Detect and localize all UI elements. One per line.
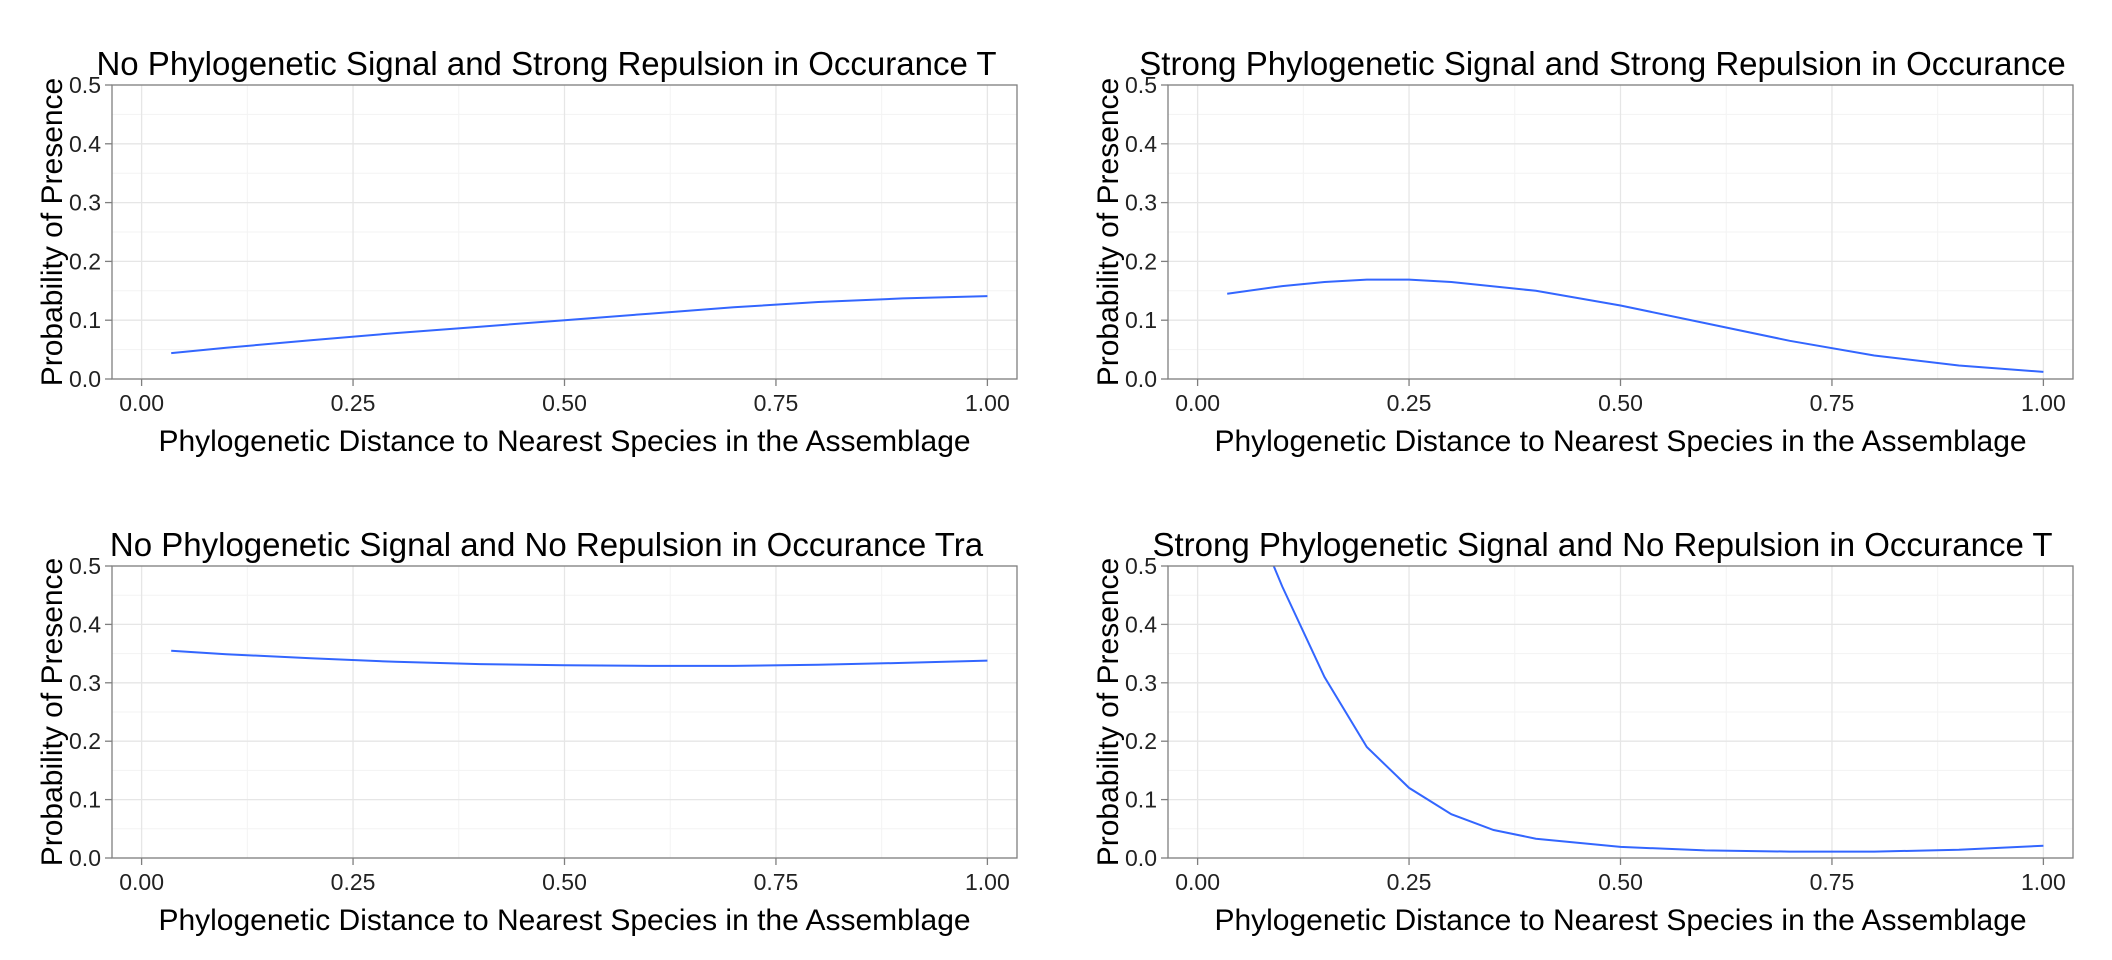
x-tick-label: 0.75: [754, 390, 799, 416]
y-tick-label: 0.3: [69, 670, 101, 696]
series-line-1: [1272, 566, 2044, 853]
x-tick-label: 0.75: [1810, 869, 1855, 895]
y-tick-label: 0.2: [1125, 728, 1157, 754]
x-tick-label: 0.25: [331, 869, 376, 895]
y-tick-label: 0.3: [1125, 190, 1157, 216]
series-line-1: [1227, 278, 2044, 373]
x-tick-label: 0.25: [331, 390, 376, 416]
y-tick-label: 0.0: [1125, 366, 1157, 392]
x-tick-label: 0.00: [1175, 390, 1220, 416]
y-axis-label: Probability of Presence: [36, 558, 69, 867]
y-tick-label: 0.4: [69, 131, 101, 157]
chart-panel-4: 0.00 0.25 0.50 0.75 1.00 0.0 0.1 0.2 0.3 0.4 0.5 Ph…: [1092, 526, 2074, 937]
y-tick-label: 0.0: [1125, 845, 1157, 871]
y-tick-label: 0.5: [1125, 553, 1157, 579]
x-tick-label: 0.75: [754, 869, 799, 895]
chart-title: Strong Phylogenetic Signal and Strong Re…: [1139, 45, 2065, 82]
series-line-1: [171, 295, 988, 355]
y-tick-label: 0.1: [1125, 787, 1157, 813]
y-tick-label: 0.5: [1125, 72, 1157, 98]
y-tick-label: 0.2: [69, 248, 101, 274]
x-axis-label: Phylogenetic Distance to Nearest Species…: [158, 425, 970, 458]
x-axis-label: Phylogenetic Distance to Nearest Species…: [158, 904, 970, 937]
x-tick-label: 0.25: [1387, 390, 1432, 416]
y-tick-label: 0.5: [69, 553, 101, 579]
x-tick-label: 0.00: [119, 390, 164, 416]
y-tick-label: 0.0: [69, 366, 101, 392]
chart-title: Strong Phylogenetic Signal and No Repuls…: [1152, 526, 2052, 563]
y-tick-label: 0.3: [69, 190, 101, 216]
chart-panel-2: 0.00 0.25 0.50 0.75 1.00 0.0 0.1 0.2 0.3 0.4 0.5 Ph…: [1092, 45, 2074, 458]
y-tick-label: 0.2: [1125, 248, 1157, 274]
chart-title: No Phylogenetic Signal and No Repulsion …: [110, 526, 984, 563]
x-tick-label: 0.75: [1810, 390, 1855, 416]
chart-panel-1: 0.00 0.25 0.50 0.75 1.00 0.0 0.1 0.2 0.3 0.4 0.5 Ph…: [36, 45, 1018, 458]
x-tick-label: 1.00: [2021, 869, 2066, 895]
x-tick-label: 0.00: [1175, 869, 1220, 895]
x-tick-label: 0.50: [1598, 869, 1643, 895]
y-axis-label: Probability of Presence: [36, 78, 69, 387]
y-tick-label: 0.1: [69, 787, 101, 813]
x-tick-label: 0.50: [542, 390, 587, 416]
x-tick-label: 0.50: [1598, 390, 1643, 416]
chart-panel-3: 0.00 0.25 0.50 0.75 1.00 0.0 0.1 0.2 0.3 0.4 0.5 Ph…: [36, 526, 1018, 937]
y-tick-label: 0.1: [1125, 307, 1157, 333]
x-tick-label: 0.25: [1387, 869, 1432, 895]
x-tick-label: 1.00: [965, 869, 1010, 895]
y-tick-label: 0.4: [1125, 611, 1157, 637]
chart-title: No Phylogenetic Signal and Strong Repuls…: [96, 45, 996, 82]
y-tick-label: 0.4: [69, 611, 101, 637]
y-axis-label: Probability of Presence: [1092, 558, 1125, 867]
series-line-1: [171, 649, 988, 667]
y-tick-label: 0.2: [69, 728, 101, 754]
x-tick-label: 0.00: [119, 869, 164, 895]
x-tick-label: 0.50: [542, 869, 587, 895]
y-tick-label: 0.0: [69, 845, 101, 871]
y-tick-label: 0.3: [1125, 670, 1157, 696]
y-axis-label: Probability of Presence: [1092, 78, 1125, 387]
x-tick-label: 1.00: [965, 390, 1010, 416]
y-tick-label: 0.1: [69, 307, 101, 333]
x-axis-label: Phylogenetic Distance to Nearest Species…: [1214, 425, 2026, 458]
y-tick-label: 0.4: [1125, 131, 1157, 157]
x-tick-label: 1.00: [2021, 390, 2066, 416]
x-axis-label: Phylogenetic Distance to Nearest Species…: [1214, 904, 2026, 937]
y-tick-label: 0.5: [69, 72, 101, 98]
